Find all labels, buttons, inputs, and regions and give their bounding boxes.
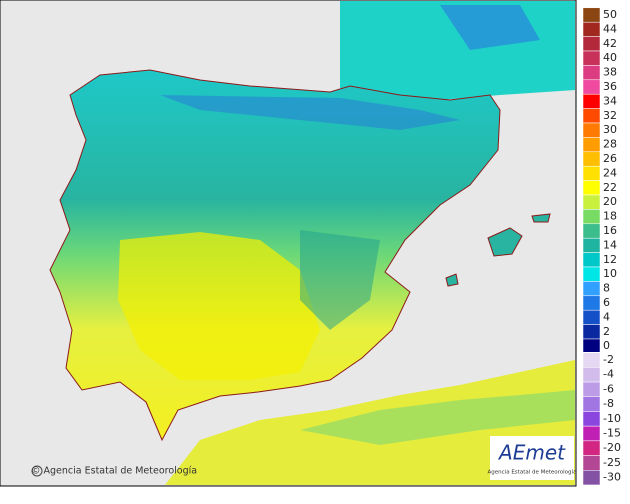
legend-label: 38	[603, 66, 617, 79]
legend-swatch	[582, 266, 601, 282]
legend-label: 10	[603, 267, 617, 280]
copyright-icon	[31, 465, 43, 477]
legend-label: 50	[603, 8, 617, 21]
legend-label: 28	[603, 138, 617, 151]
legend-label: 6	[603, 296, 610, 309]
eastern-highlands	[300, 230, 380, 330]
legend-label: 24	[603, 166, 617, 179]
legend-swatch	[582, 352, 601, 368]
legend-label: 18	[603, 210, 617, 223]
legend-swatch	[582, 122, 601, 138]
legend-swatch	[582, 65, 601, 81]
legend-swatch	[582, 381, 601, 397]
legend-swatch	[582, 165, 601, 181]
legend-swatch	[582, 281, 601, 297]
legend-swatch	[582, 50, 601, 66]
legend-swatch	[582, 309, 601, 325]
legend-swatch	[582, 237, 601, 253]
legend-label: 34	[603, 94, 617, 107]
cantabrian-cold	[160, 95, 460, 130]
legend-swatch	[582, 7, 601, 23]
menorca	[531, 213, 551, 223]
legend-swatch	[582, 21, 601, 37]
legend-swatch	[582, 209, 601, 225]
legend-swatch	[582, 367, 601, 383]
legend-swatch	[582, 151, 601, 167]
legend-swatch	[582, 396, 601, 412]
legend-swatch	[582, 36, 601, 52]
legend-label: -2	[603, 353, 614, 366]
legend-label: 32	[603, 109, 617, 122]
legend-label: -10	[603, 412, 621, 425]
ibiza	[445, 273, 459, 287]
legend-label: -25	[603, 456, 621, 469]
legend-label: 8	[603, 282, 610, 295]
legend-label: 42	[603, 37, 617, 50]
atlas-region	[300, 390, 575, 445]
alps-cold	[440, 5, 540, 50]
legend-swatch	[582, 180, 601, 196]
legend-swatch	[582, 194, 601, 210]
legend-label: 30	[603, 123, 617, 136]
legend-swatch	[582, 338, 601, 354]
credit: © Agencia Estatal de Meteorología	[31, 465, 197, 477]
mallorca	[487, 227, 523, 257]
credit-text: © Agencia Estatal de Meteorología	[31, 466, 197, 477]
logo-box	[490, 436, 574, 480]
legend-label: 26	[603, 152, 617, 165]
legend-swatch	[582, 223, 601, 239]
legend-swatch	[582, 79, 601, 95]
legend-swatch	[582, 425, 601, 442]
legend-label: 2	[603, 325, 610, 338]
legend-label: -30	[603, 471, 621, 484]
legend-label: 36	[603, 80, 617, 93]
legend-swatch	[582, 324, 601, 340]
logo-subtitle: Agencia Estatal de Meteorología	[488, 469, 577, 476]
legend-label: -20	[603, 441, 621, 454]
legend-label: -4	[603, 368, 614, 381]
legend-label: 14	[603, 238, 617, 251]
legend: 5044424038363432302826242220181614121086…	[582, 7, 621, 486]
legend-swatch	[582, 470, 601, 486]
legend-label: 44	[603, 22, 617, 35]
legend-label: 40	[603, 51, 617, 64]
legend-label: 4	[603, 310, 610, 323]
legend-label: -15	[603, 427, 621, 440]
legend-swatch	[582, 455, 601, 471]
legend-label: 0	[603, 339, 610, 352]
logo-name: AEmet	[497, 441, 566, 465]
legend-label: -6	[603, 382, 614, 395]
legend-swatch	[582, 252, 601, 268]
legend-label: 16	[603, 224, 617, 237]
legend-label: 22	[603, 181, 617, 194]
legend-swatch	[582, 93, 601, 109]
southern-interior	[118, 232, 320, 380]
legend-swatch	[582, 440, 601, 456]
legend-label: 12	[603, 253, 617, 266]
legend-label: 20	[603, 195, 617, 208]
legend-swatch	[582, 295, 601, 311]
logo: AEmet Agencia Estatal de Meteorología	[488, 436, 577, 480]
legend-swatch	[582, 108, 601, 124]
legend-label: -8	[603, 397, 614, 410]
legend-swatch	[582, 411, 601, 427]
legend-swatch	[582, 137, 601, 153]
